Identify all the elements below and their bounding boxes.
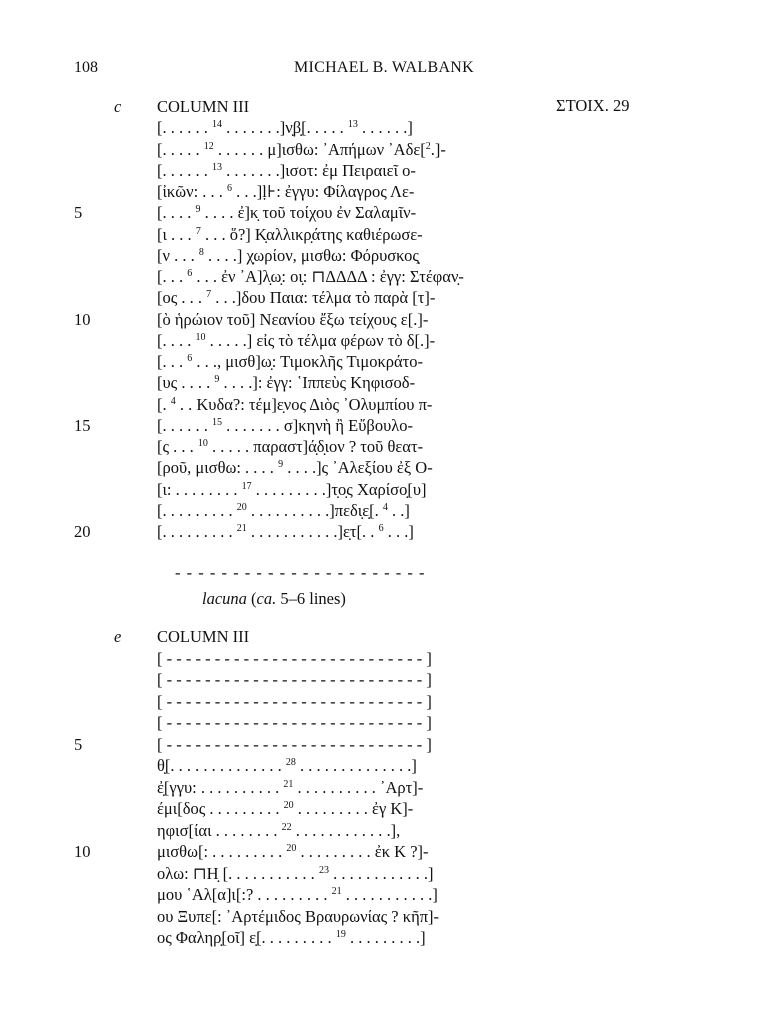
letter-count: 7 [195, 226, 201, 237]
inscription-line: [υς . . . . 9 . . . .]: ἐγγ: ῾Ιππεὺς Κηφ… [157, 373, 416, 392]
letter-count: 20 [283, 800, 294, 811]
line-number: 5 [74, 203, 83, 222]
lacuna-word: lacuna [202, 589, 247, 608]
inscription-line: ηφισ[ίαι . . . . . . . . 22 . . . . . . … [157, 821, 401, 840]
letter-count: 6 [187, 353, 193, 364]
line-number: 20 [74, 522, 91, 541]
lacuna-note: lacuna (ca. 5–6 lines) [202, 588, 346, 609]
inscription-line: [. . . 6 . . ., μισθ]ω̣: Τιμοκλῆς Τιμοκρ… [157, 352, 424, 371]
letter-count: 20 [236, 502, 247, 513]
letter-count: 19 [335, 929, 346, 940]
inscription-line: [. . . . 10 . . . . .] εἰς τὸ τέλμα φέρω… [157, 331, 436, 350]
letter-count: 8 [198, 247, 204, 258]
letter-count: 7 [206, 289, 212, 300]
letter-count: 20 [286, 843, 297, 854]
page-number: 108 [74, 59, 98, 76]
lacuna-rule: - - - - - - - - - - - - - - - - - - - - … [175, 563, 426, 582]
inscription-line: ου Ξυπε[: ᾿Αρτέμιδος Βραυρωνίας ? κῆπ]- [157, 907, 440, 926]
inscription-line: [ - - - - - - - - - - - - - - - - - - - … [157, 649, 432, 668]
inscription-line: ἐ̣[γγυ: . . . . . . . . . . 21 . . . . .… [157, 778, 424, 797]
inscription-line: [ι: . . . . . . . . 17 . . . . . . . . .… [157, 480, 427, 499]
inscription-line: [. . . . . . 14 . . . . . . .]ν̣β̣[. . .… [157, 118, 413, 137]
letter-count: 22 [281, 822, 292, 833]
inscription-line: [ - - - - - - - - - - - - - - - - - - - … [157, 713, 432, 732]
inscription-line: [ροῦ, μισθω: . . . . 9 . . . .]ς ᾿Αλεξίο… [157, 458, 433, 477]
lacuna-paren: ( [246, 589, 257, 608]
letter-count: 6 [187, 268, 193, 279]
letter-count: 15 [212, 417, 222, 428]
line-number: 5 [74, 735, 83, 754]
inscription-line: θ̣[. . . . . . . . . . . . . . 28 . . . … [157, 756, 417, 775]
inscription-line: [. . . 6 . . . ἐν ᾿Α]λ̣ω̣: οι̣: ⊓ΔΔΔΔ : … [157, 267, 464, 286]
line-number: 15 [74, 416, 91, 435]
section-label: e [114, 627, 122, 646]
inscription-line: [ὸ ἡρώιον τοῦ] Νεανίου ἔξω τείχους ε[.]- [157, 310, 429, 329]
inscription-line: [ - - - - - - - - - - - - - - - - - - - … [157, 735, 432, 754]
letter-count: 13 [347, 119, 358, 130]
letter-count: 13 [212, 162, 222, 173]
inscription-line: μου ῾Αλ[α]ι[:? . . . . . . . . . 21 . . … [157, 885, 438, 904]
inscription-line: μισθω[: . . . . . . . . . 20 . . . . . .… [157, 842, 429, 861]
letter-count: 21 [283, 779, 294, 790]
inscription-line: [ - - - - - - - - - - - - - - - - - - - … [157, 692, 432, 711]
inscription-line: [ἰκῶν: . . . 6 . . .]ḷ⊦: ἐγγυ: Φίλαγρος … [157, 182, 415, 201]
inscription-line: [ος . . . 7 . . .]δου Παια: τέλμα τὸ παρ… [157, 288, 436, 307]
column-heading: COLUMN III [157, 627, 250, 646]
letter-count: 6 [227, 183, 233, 194]
column-heading: COLUMN III [157, 97, 250, 116]
letter-count: 23 [318, 865, 329, 876]
inscription-line: [. 4 . . Κυδα?: τέμ]ε̣νος Διὸς ᾿Ολυμπίου… [157, 395, 433, 414]
inscription-line: ος Φαληρ̣[οῖ] ε̣[. . . . . . . . . 19 . … [157, 928, 426, 947]
section-label: c [114, 97, 122, 116]
inscription-line: [. . . . . 12 . . . . . . μ]ισθω: ᾿Απήμω… [157, 140, 446, 159]
stoichedon-note: ΣΤΟΙΧ. 29 [556, 96, 630, 115]
inscription-line: [ς . . . 10 . . . . . παραστ]ά̣δ̣ιον ? τ… [157, 437, 424, 456]
inscription-line: [. . . . . . 15 . . . . . . . σ]κηνὴ ἢ Ε… [157, 416, 413, 435]
letter-count: 21 [331, 886, 342, 897]
letter-count: 2 [425, 141, 431, 152]
letter-count: 17 [241, 481, 252, 492]
letter-count: 9 [214, 374, 220, 385]
inscription-line: [. . . . 9 . . . . ἐ]κ̣ τοῦ τοίχου ἐν Σα… [157, 203, 417, 222]
inscription-line: [. . . . . . . . . 21 . . . . . . . . . … [157, 522, 414, 541]
letter-count: 14 [212, 119, 222, 130]
letter-count: 21 [236, 523, 247, 534]
inscription-line: έμι[δος . . . . . . . . . 20 . . . . . .… [157, 799, 414, 818]
running-head: MICHAEL B. WALBANK [293, 59, 475, 76]
letter-count: 10 [195, 332, 206, 343]
line-number: 10 [74, 842, 91, 861]
letter-count: 4 [170, 396, 176, 407]
inscription-line: [ι . . . 7 . . . ὅ?] Κ̣αλλικρ̣άτης καθιέ… [157, 225, 423, 244]
inscription-line: [ - - - - - - - - - - - - - - - - - - - … [157, 670, 432, 689]
letter-count: 28 [285, 757, 296, 768]
lacuna-ca: ca. [256, 589, 277, 608]
inscription-line: ολω: ⊓Η̣ [. . . . . . . . . . . 23 . . .… [157, 864, 434, 883]
letter-count: 6 [378, 523, 384, 534]
letter-count: 4 [382, 502, 388, 513]
inscription-line: [. . . . . . . . . 20 . . . . . . . . . … [157, 501, 410, 520]
lacuna-count: 5–6 lines) [276, 589, 346, 608]
letter-count: 9 [278, 459, 284, 470]
letter-count: 10 [197, 438, 208, 449]
inscription-line: [. . . . . . 13 . . . . . . .]ισοτ: ἐμ Π… [157, 161, 416, 180]
inscription-line: [ν . . . 8 . . . .] χ̣ωρίον, μισθω: Φόρυ… [157, 246, 419, 265]
line-number: 10 [74, 310, 91, 329]
letter-count: 12 [203, 141, 214, 152]
letter-count: 9 [195, 204, 201, 215]
